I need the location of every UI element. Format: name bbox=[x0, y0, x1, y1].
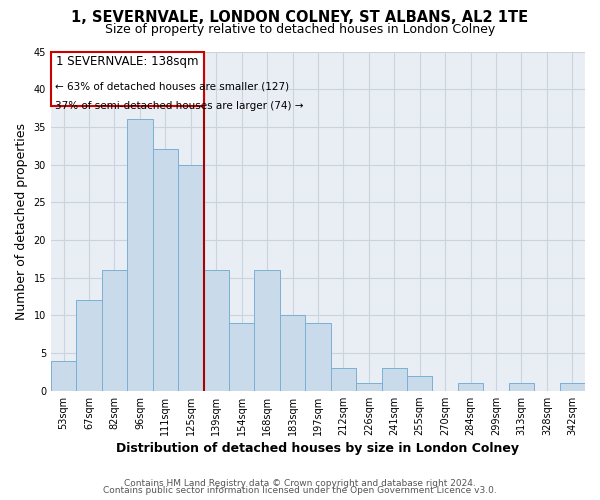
Bar bbox=[560, 383, 585, 390]
Bar bbox=[305, 323, 331, 390]
Text: 1 SEVERNVALE: 138sqm: 1 SEVERNVALE: 138sqm bbox=[56, 56, 199, 68]
Text: Contains public sector information licensed under the Open Government Licence v3: Contains public sector information licen… bbox=[103, 486, 497, 495]
X-axis label: Distribution of detached houses by size in London Colney: Distribution of detached houses by size … bbox=[116, 442, 520, 455]
Text: Size of property relative to detached houses in London Colney: Size of property relative to detached ho… bbox=[105, 22, 495, 36]
Bar bbox=[229, 323, 254, 390]
Bar bbox=[458, 383, 483, 390]
Bar bbox=[152, 150, 178, 390]
Bar bbox=[356, 383, 382, 390]
Bar bbox=[407, 376, 433, 390]
Bar bbox=[76, 300, 102, 390]
Bar bbox=[203, 270, 229, 390]
Text: ← 63% of detached houses are smaller (127): ← 63% of detached houses are smaller (12… bbox=[55, 82, 289, 92]
Bar bbox=[382, 368, 407, 390]
Bar bbox=[331, 368, 356, 390]
Text: 37% of semi-detached houses are larger (74) →: 37% of semi-detached houses are larger (… bbox=[55, 101, 304, 111]
Y-axis label: Number of detached properties: Number of detached properties bbox=[15, 122, 28, 320]
FancyBboxPatch shape bbox=[52, 52, 203, 106]
Bar bbox=[509, 383, 534, 390]
Bar bbox=[178, 164, 203, 390]
Text: 1, SEVERNVALE, LONDON COLNEY, ST ALBANS, AL2 1TE: 1, SEVERNVALE, LONDON COLNEY, ST ALBANS,… bbox=[71, 10, 529, 25]
Bar bbox=[102, 270, 127, 390]
Bar bbox=[51, 360, 76, 390]
Bar bbox=[280, 316, 305, 390]
Bar bbox=[254, 270, 280, 390]
Text: Contains HM Land Registry data © Crown copyright and database right 2024.: Contains HM Land Registry data © Crown c… bbox=[124, 478, 476, 488]
Bar bbox=[127, 120, 152, 390]
